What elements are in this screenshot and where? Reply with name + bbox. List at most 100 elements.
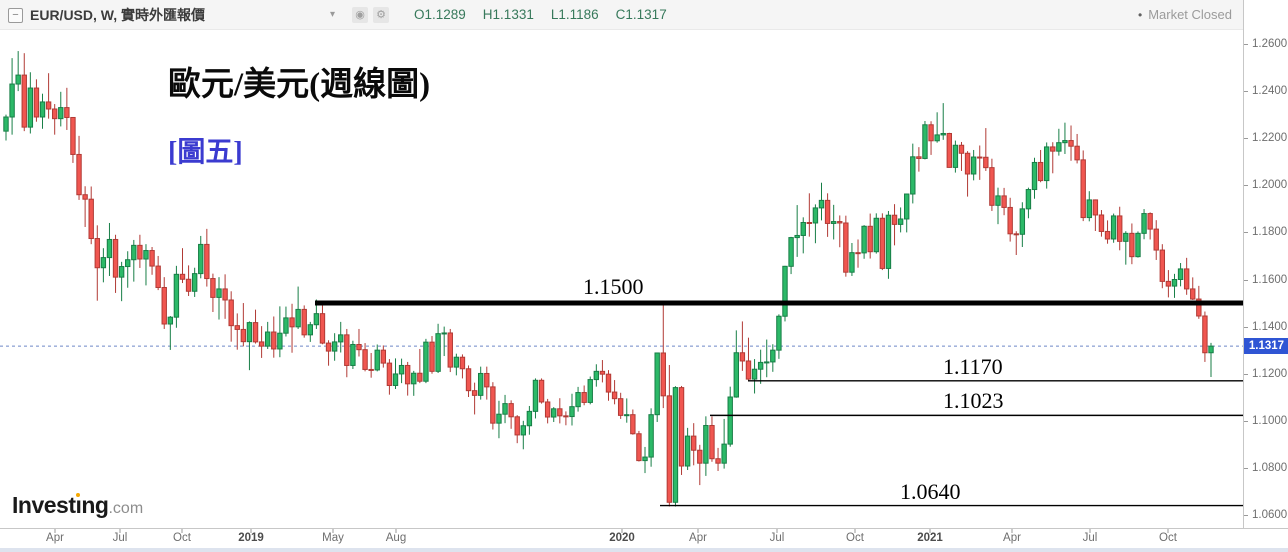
price-tick-mark bbox=[1244, 279, 1248, 281]
candle bbox=[258, 341, 265, 347]
candle bbox=[636, 433, 642, 462]
candle bbox=[666, 395, 673, 503]
candle bbox=[58, 107, 64, 120]
candle bbox=[173, 273, 180, 318]
candle bbox=[952, 144, 959, 168]
chevron-down-icon[interactable]: ▾ bbox=[330, 9, 336, 20]
candle bbox=[551, 408, 557, 418]
candle bbox=[471, 390, 478, 396]
candle bbox=[167, 316, 174, 325]
candle bbox=[411, 372, 417, 385]
time-tick-mark bbox=[250, 529, 252, 533]
time-tick-label: 2019 bbox=[238, 532, 264, 544]
candle bbox=[587, 379, 593, 403]
candle bbox=[21, 74, 27, 128]
candle bbox=[240, 328, 247, 343]
status-dot-icon: • bbox=[1137, 8, 1143, 22]
candle bbox=[88, 198, 94, 240]
price-tick-mark bbox=[1244, 91, 1248, 93]
candle bbox=[776, 315, 782, 351]
candle bbox=[739, 352, 746, 362]
candle bbox=[112, 238, 119, 278]
candle bbox=[45, 101, 52, 110]
candle bbox=[806, 222, 813, 225]
candlestick-chart[interactable] bbox=[0, 0, 1243, 528]
candle bbox=[15, 74, 21, 85]
candle bbox=[368, 368, 374, 371]
candle bbox=[1123, 232, 1129, 242]
candle bbox=[289, 317, 295, 328]
time-tick-mark bbox=[119, 529, 121, 533]
candle bbox=[922, 124, 928, 159]
candle bbox=[1117, 215, 1123, 242]
candle bbox=[234, 325, 240, 330]
candle bbox=[417, 372, 423, 382]
time-tick-label: Aug bbox=[385, 532, 407, 544]
candle bbox=[1001, 195, 1007, 208]
candle bbox=[271, 331, 277, 350]
candle bbox=[1019, 208, 1026, 235]
candle bbox=[1050, 146, 1056, 152]
candle bbox=[1098, 214, 1105, 232]
candle bbox=[879, 217, 886, 269]
candle bbox=[161, 287, 167, 325]
candle bbox=[1080, 159, 1086, 219]
camera-icon[interactable]: ◉ bbox=[352, 7, 368, 23]
candle bbox=[1031, 161, 1038, 191]
candle bbox=[350, 343, 356, 366]
candle bbox=[1141, 213, 1147, 234]
candle bbox=[514, 416, 520, 436]
candle bbox=[873, 217, 879, 253]
candle bbox=[1202, 315, 1208, 354]
candle bbox=[33, 87, 40, 118]
candle bbox=[891, 214, 898, 225]
candle bbox=[660, 352, 666, 397]
candle bbox=[435, 333, 441, 372]
candle bbox=[423, 341, 429, 382]
candle bbox=[356, 343, 362, 351]
candle bbox=[1171, 279, 1178, 287]
candle bbox=[100, 257, 107, 269]
candle bbox=[885, 214, 892, 269]
candle bbox=[678, 387, 685, 467]
time-tick-label: Apr bbox=[689, 532, 707, 544]
candle bbox=[1135, 232, 1141, 258]
gear-icon[interactable]: ⚙ bbox=[373, 7, 389, 23]
price-tick-label: 1.2200 bbox=[1252, 132, 1288, 145]
candle bbox=[1037, 161, 1044, 182]
candle bbox=[849, 252, 855, 273]
logo-orange-dot-i: ı bbox=[75, 492, 82, 518]
candle bbox=[575, 392, 581, 408]
candle bbox=[684, 435, 691, 467]
price-axis[interactable]: 1.2600 1.2400 1.2200 1.2000 1.1800 1.1600 1.14… bbox=[1243, 0, 1288, 528]
candle bbox=[1147, 213, 1153, 230]
candle bbox=[484, 372, 490, 388]
candle bbox=[1068, 140, 1074, 147]
candle bbox=[733, 352, 740, 398]
candle bbox=[1129, 232, 1135, 258]
price-tick-label: 1.2600 bbox=[1252, 38, 1288, 50]
candle bbox=[185, 278, 192, 292]
candle bbox=[179, 273, 186, 280]
candle bbox=[727, 396, 733, 445]
candle bbox=[538, 379, 545, 403]
investing-logo: Investıng.com bbox=[12, 492, 144, 518]
candle bbox=[210, 278, 216, 298]
candle bbox=[191, 273, 198, 292]
candle bbox=[344, 334, 350, 366]
candle bbox=[1056, 142, 1062, 152]
time-tick-mark bbox=[395, 529, 397, 533]
candle bbox=[800, 222, 806, 236]
time-axis[interactable]: Apr Jul Oct 2019 May Aug 2020 Apr Jul Oct 2021 Apr J… bbox=[0, 528, 1288, 548]
candle bbox=[605, 373, 612, 393]
collapse-panel-icon[interactable]: − bbox=[8, 8, 23, 23]
candle bbox=[3, 116, 9, 132]
price-tick-label: 1.2000 bbox=[1252, 179, 1288, 192]
price-tick-mark bbox=[1244, 44, 1248, 45]
candle bbox=[855, 252, 861, 255]
time-tick-mark bbox=[181, 529, 183, 533]
candle bbox=[928, 124, 934, 142]
candle bbox=[770, 349, 776, 363]
price-tick-mark bbox=[1244, 138, 1248, 140]
symbol-title[interactable]: EUR/USD, W, 實時外匯報價 bbox=[30, 7, 206, 23]
